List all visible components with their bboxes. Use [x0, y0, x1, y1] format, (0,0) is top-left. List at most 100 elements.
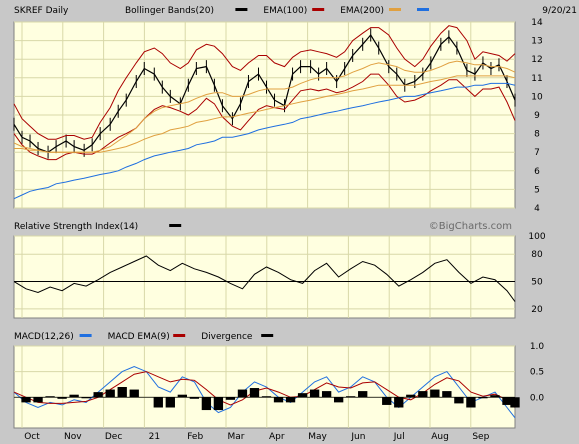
macd-plot: [13, 365, 520, 419]
divergence-bar: [45, 396, 55, 398]
divergence-bar: [430, 389, 440, 398]
divergence-bar: [261, 396, 272, 398]
legend-label: Divergence: [201, 332, 253, 342]
header-legend: Bollinger Bands(20) EMA(100) EMA(200): [125, 6, 429, 16]
x-tick-label: Mar: [228, 432, 245, 442]
rsi-y-tick: 100: [528, 232, 545, 242]
price-y-tick: 7: [534, 148, 540, 158]
divergence-bar: [394, 397, 404, 408]
divergence-bar: [273, 397, 284, 403]
divergence-bar: [358, 391, 368, 398]
divergence-bar: [285, 397, 296, 403]
rsi-y-tick: 50: [531, 278, 543, 288]
rsi-panel: [13, 235, 516, 319]
x-tick-label: 21: [149, 432, 160, 442]
divergence-bar: [105, 389, 115, 398]
x-tick-label: Nov: [64, 432, 82, 442]
ema100-line: [13, 60, 516, 153]
divergence-bar: [57, 397, 67, 399]
x-tick-label: Aug: [431, 432, 449, 442]
legend-label: Bollinger Bands(20): [125, 6, 214, 16]
legend-label: Relative Strength Index(14): [14, 222, 138, 232]
bollinger-lower: [13, 73, 516, 161]
divergence-bar: [213, 397, 224, 411]
legend-label: EMA(100): [263, 6, 307, 16]
divergence-bar: [466, 397, 476, 408]
legend-label: MACD(12,26): [14, 332, 74, 342]
legend-swatch: [173, 334, 186, 337]
divergence-bar: [502, 397, 512, 405]
rsi-line: [13, 255, 516, 302]
rsi-y-tick: 80: [531, 250, 543, 260]
x-tick-label: Oct: [24, 432, 40, 442]
price-y-tick: 4: [534, 204, 540, 214]
divergence-bar: [93, 392, 103, 398]
ema200-line: [13, 82, 516, 200]
legend-swatch: [169, 224, 182, 227]
price-y-tick: 14: [531, 18, 543, 28]
divergence-bar: [165, 397, 175, 408]
divergence-bar: [321, 391, 332, 398]
grid-lines: [14, 21, 515, 428]
macd-line: [13, 365, 516, 419]
price-y-tick: 8: [534, 130, 540, 140]
divergence-bar: [490, 395, 500, 398]
divergence-bar: [81, 397, 91, 399]
price-y-tick: 5: [534, 185, 540, 195]
legend-swatch: [79, 334, 92, 337]
legend-swatch: [261, 334, 274, 337]
legend-label: MACD EMA(9): [108, 332, 170, 342]
divergence-bar: [406, 394, 416, 398]
macd-y-tick: 0.0: [530, 393, 545, 403]
macd-legend: MACD(12,26) MACD EMA(9) Divergence: [14, 332, 274, 342]
x-tick-label: Jul: [393, 432, 405, 442]
legend-swatch: [235, 8, 248, 11]
price-y-tick: 6: [534, 167, 540, 177]
divergence-bar: [237, 389, 248, 398]
divergence-bar: [454, 397, 464, 404]
date-label: 9/20/21: [542, 6, 577, 16]
x-axis-labels: Oct Nov Dec 21 Feb Mar Apr May Jun Jul Aug Sep: [24, 432, 489, 442]
macd-y-tick: 0.5: [530, 368, 544, 378]
rsi-plot: [13, 255, 516, 302]
x-tick-label: Dec: [105, 432, 122, 442]
divergence-bar: [189, 397, 200, 399]
divergence-bar: [153, 397, 163, 408]
bollinger-upper: [13, 25, 516, 140]
rsi-legend: Relative Strength Index(14): [14, 222, 182, 232]
price-y-tick: 13: [531, 37, 542, 47]
legend-swatch: [389, 8, 401, 11]
divergence-bar: [510, 397, 520, 408]
x-tick-label: Apr: [269, 432, 285, 442]
divergence-bar: [33, 397, 43, 403]
macd-y-tick: 1.0: [530, 342, 545, 352]
divergence-bar: [382, 397, 392, 405]
divergence-bar: [442, 391, 452, 398]
divergence-bar: [418, 391, 428, 398]
price-y-tick: 10: [531, 92, 543, 102]
divergence-bar: [21, 397, 31, 403]
divergence-bar: [249, 388, 260, 398]
x-tick-label: Jun: [350, 432, 365, 442]
x-tick-label: Sep: [472, 432, 489, 442]
divergence-bar: [478, 397, 488, 399]
price-y-tick: 11: [531, 74, 542, 84]
legend-label: EMA(200): [340, 6, 384, 16]
macd-panel: [13, 345, 516, 429]
price-y-tick: 12: [531, 55, 542, 65]
divergence-bar: [201, 397, 212, 411]
y-axis-labels: 4 5 6 7 8 9 10 11 12 13 14 20 50 80 100 0.0 0.5 1.0: [528, 18, 545, 403]
legend-swatch: [417, 8, 429, 11]
divergence-bar: [297, 393, 308, 398]
x-tick-label: May: [308, 432, 327, 442]
price-y-tick: 9: [534, 111, 540, 121]
divergence-bar: [346, 396, 356, 398]
divergence-bar: [309, 389, 320, 398]
rsi-y-tick: 20: [531, 305, 543, 315]
price-plot: [13, 25, 516, 200]
ema100-secondary: [14, 75, 516, 153]
divergence-bar: [177, 394, 187, 398]
divergence-bar: [69, 394, 79, 398]
divergence-bar: [225, 397, 236, 400]
